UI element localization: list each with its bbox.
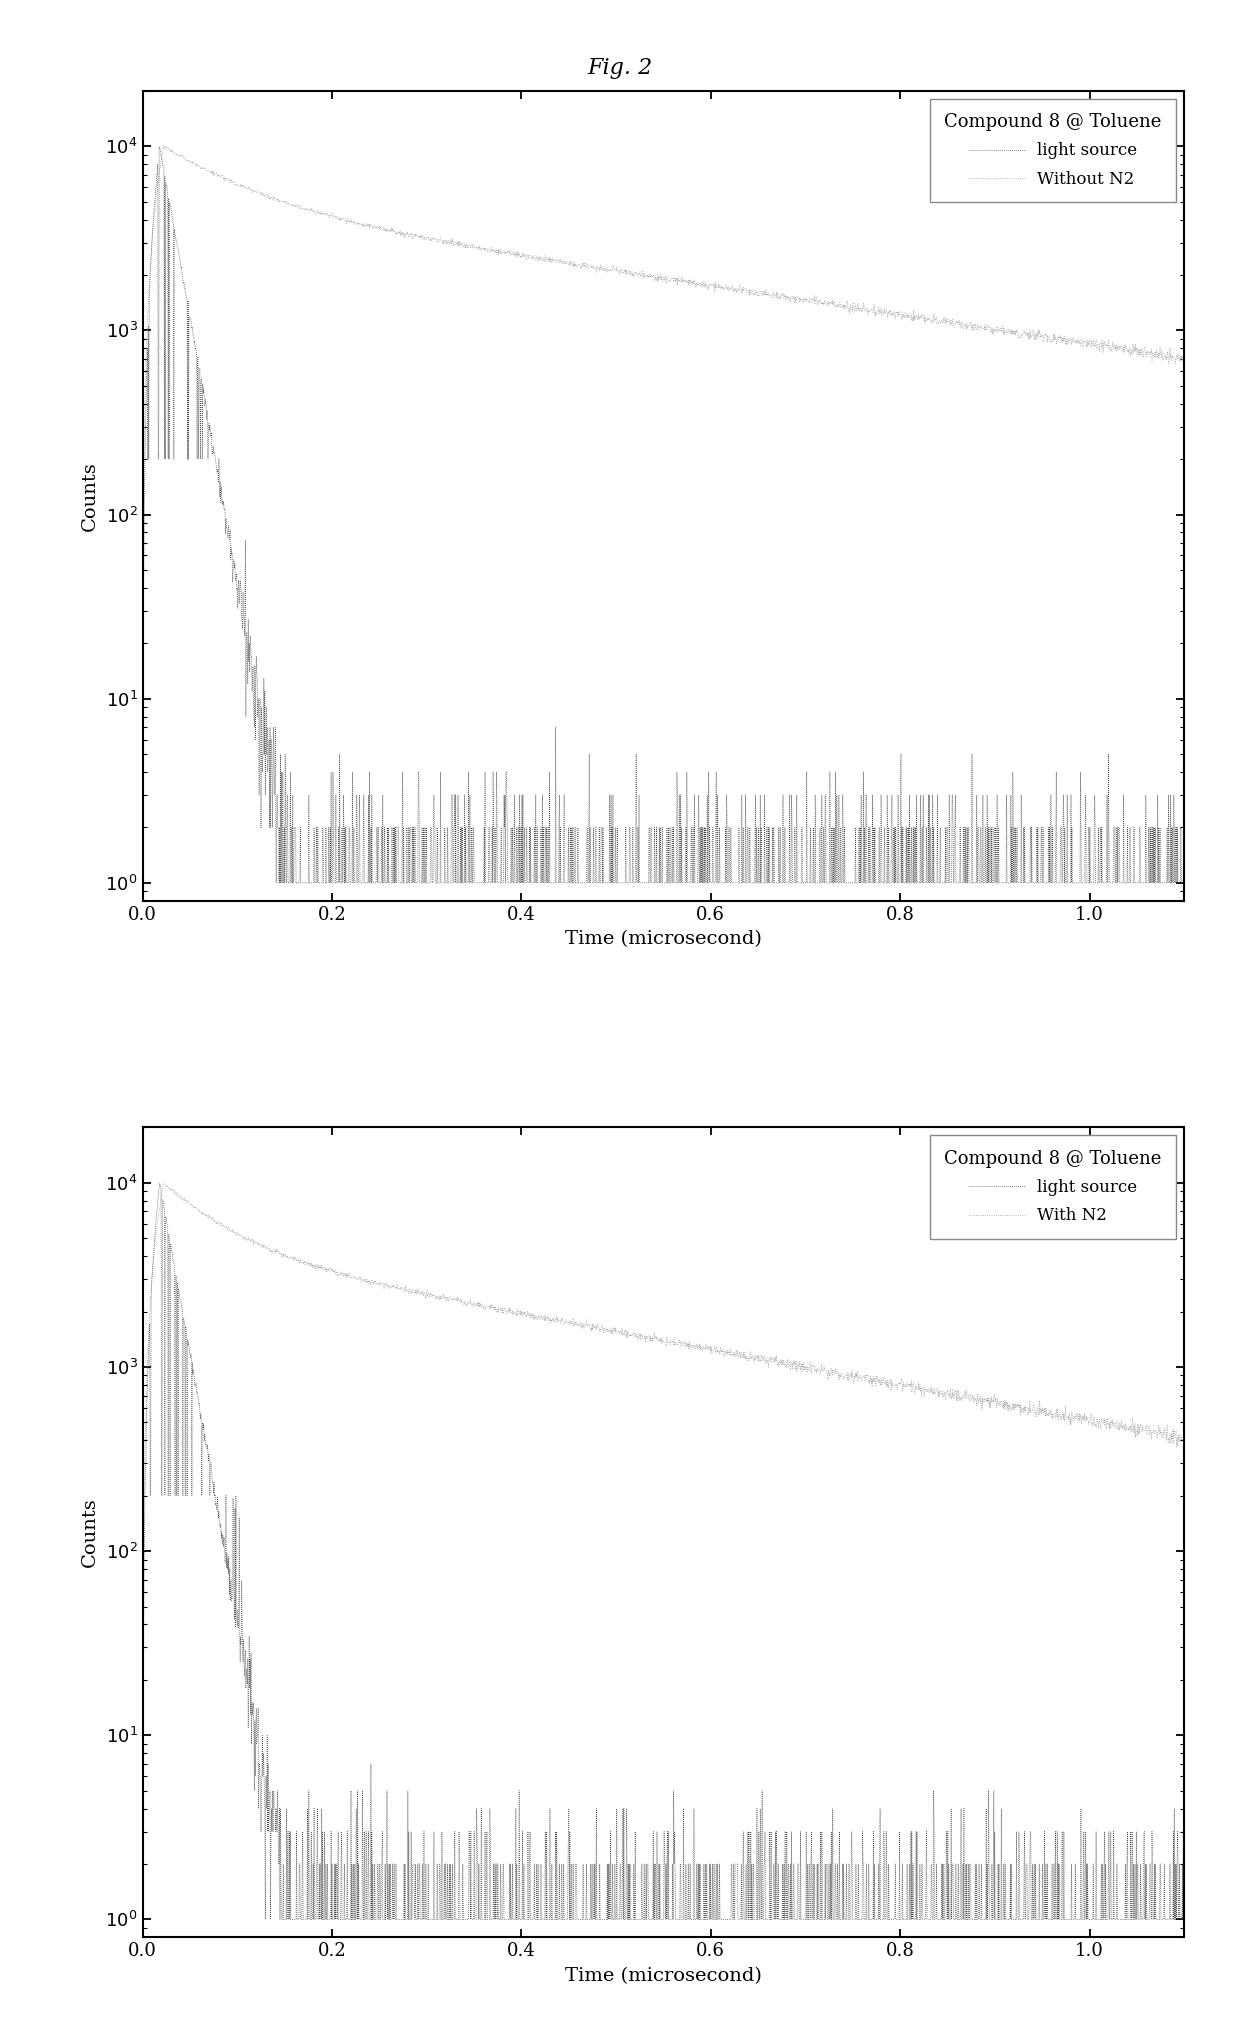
light source: [1177, 1907, 1192, 1931]
With N2: [1174, 1427, 1189, 1451]
light source: [869, 870, 884, 894]
Y-axis label: Counts: Counts: [81, 460, 98, 531]
light source: [1109, 1907, 1123, 1931]
Line: light source: light source: [143, 1183, 1184, 1919]
Y-axis label: Counts: Counts: [81, 1497, 98, 1568]
light source: [135, 870, 150, 894]
X-axis label: Time (microsecond): Time (microsecond): [565, 1968, 761, 1986]
light source: [1174, 870, 1189, 894]
With N2: [1177, 1421, 1192, 1445]
light source: [1059, 870, 1074, 894]
light source: [377, 870, 392, 894]
light source: [135, 1907, 150, 1931]
Without N2: [1177, 351, 1192, 375]
light source: [1059, 1907, 1074, 1931]
With N2: [377, 1277, 392, 1302]
X-axis label: Time (microsecond): Time (microsecond): [565, 930, 761, 948]
Without N2: [1059, 327, 1074, 351]
Text: Fig. 2: Fig. 2: [588, 57, 652, 79]
Without N2: [377, 216, 392, 240]
light source: [153, 135, 167, 159]
Without N2: [156, 133, 171, 157]
light source: [792, 870, 807, 894]
light source: [1177, 815, 1192, 839]
Line: Without N2: Without N2: [143, 145, 1184, 882]
light source: [1109, 815, 1123, 839]
With N2: [1109, 1417, 1123, 1441]
Line: light source: light source: [143, 147, 1184, 882]
Line: With N2: With N2: [143, 1183, 1184, 1919]
Without N2: [869, 301, 884, 325]
light source: [377, 1907, 392, 1931]
With N2: [156, 1170, 171, 1195]
light source: [153, 1170, 167, 1195]
Without N2: [792, 291, 807, 315]
With N2: [135, 1907, 150, 1931]
With N2: [869, 1368, 884, 1392]
Legend: light source, With N2: light source, With N2: [930, 1136, 1177, 1239]
Without N2: [1174, 349, 1189, 373]
Legend: light source, Without N2: light source, Without N2: [930, 99, 1177, 202]
light source: [1174, 1853, 1189, 1877]
light source: [792, 1907, 807, 1931]
With N2: [1059, 1405, 1074, 1429]
Without N2: [1109, 335, 1123, 359]
light source: [869, 1907, 884, 1931]
With N2: [792, 1352, 807, 1376]
Without N2: [135, 870, 150, 894]
